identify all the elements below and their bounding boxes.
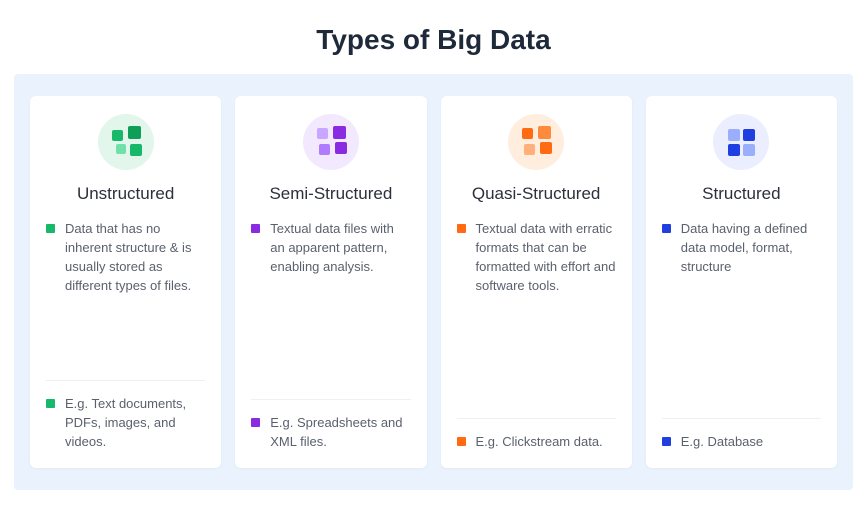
- square-icon: [522, 128, 533, 139]
- card-title: Structured: [662, 184, 821, 204]
- bullet-icon: [46, 224, 55, 233]
- description-row: Data that has no inherent structure & is…: [46, 220, 205, 295]
- card-semi-structured: Semi-Structured Textual data files with …: [235, 96, 426, 468]
- divider: [46, 380, 205, 381]
- squares-icon: [98, 114, 154, 170]
- cards-panel: Unstructured Data that has no inherent s…: [14, 74, 853, 490]
- bullet-icon: [251, 224, 260, 233]
- square-icon: [112, 130, 123, 141]
- divider: [457, 418, 616, 419]
- square-icon: [540, 142, 552, 154]
- squares-icon: [713, 114, 769, 170]
- squares-icon: [303, 114, 359, 170]
- square-icon: [128, 126, 141, 139]
- description-text: Textual data files with an apparent patt…: [270, 220, 410, 277]
- divider: [251, 399, 410, 400]
- page-title: Types of Big Data: [0, 0, 867, 74]
- card-unstructured: Unstructured Data that has no inherent s…: [30, 96, 221, 468]
- card-title: Unstructured: [46, 184, 205, 204]
- example-text: E.g. Clickstream data.: [476, 433, 603, 452]
- square-icon: [317, 128, 328, 139]
- bullet-icon: [662, 224, 671, 233]
- square-icon: [524, 144, 535, 155]
- square-icon: [335, 142, 347, 154]
- square-icon: [319, 144, 330, 155]
- description-text: Textual data with erratic formats that c…: [476, 220, 616, 295]
- square-icon: [116, 144, 126, 154]
- card-title: Semi-Structured: [251, 184, 410, 204]
- square-icon: [743, 129, 755, 141]
- bullet-icon: [662, 437, 671, 446]
- bullet-icon: [457, 437, 466, 446]
- example-text: E.g. Text documents, PDFs, images, and v…: [65, 395, 205, 452]
- example-row: E.g. Clickstream data.: [457, 433, 616, 452]
- square-icon: [743, 144, 755, 156]
- description-text: Data that has no inherent structure & is…: [65, 220, 205, 295]
- square-icon: [728, 129, 740, 141]
- square-icon: [333, 126, 346, 139]
- example-row: E.g. Text documents, PDFs, images, and v…: [46, 395, 205, 452]
- square-icon: [538, 126, 551, 139]
- squares-icon: [508, 114, 564, 170]
- example-text: E.g. Spreadsheets and XML files.: [270, 414, 410, 452]
- bullet-icon: [457, 224, 466, 233]
- card-quasi-structured: Quasi-Structured Textual data with errat…: [441, 96, 632, 468]
- description-row: Textual data files with an apparent patt…: [251, 220, 410, 277]
- bullet-icon: [251, 418, 260, 427]
- divider: [662, 418, 821, 419]
- square-icon: [728, 144, 740, 156]
- bullet-icon: [46, 399, 55, 408]
- description-text: Data having a defined data model, format…: [681, 220, 821, 277]
- square-icon: [130, 144, 142, 156]
- card-title: Quasi-Structured: [457, 184, 616, 204]
- example-row: E.g. Spreadsheets and XML files.: [251, 414, 410, 452]
- description-row: Data having a defined data model, format…: [662, 220, 821, 277]
- description-row: Textual data with erratic formats that c…: [457, 220, 616, 295]
- card-structured: Structured Data having a defined data mo…: [646, 96, 837, 468]
- example-row: E.g. Database: [662, 433, 821, 452]
- example-text: E.g. Database: [681, 433, 763, 452]
